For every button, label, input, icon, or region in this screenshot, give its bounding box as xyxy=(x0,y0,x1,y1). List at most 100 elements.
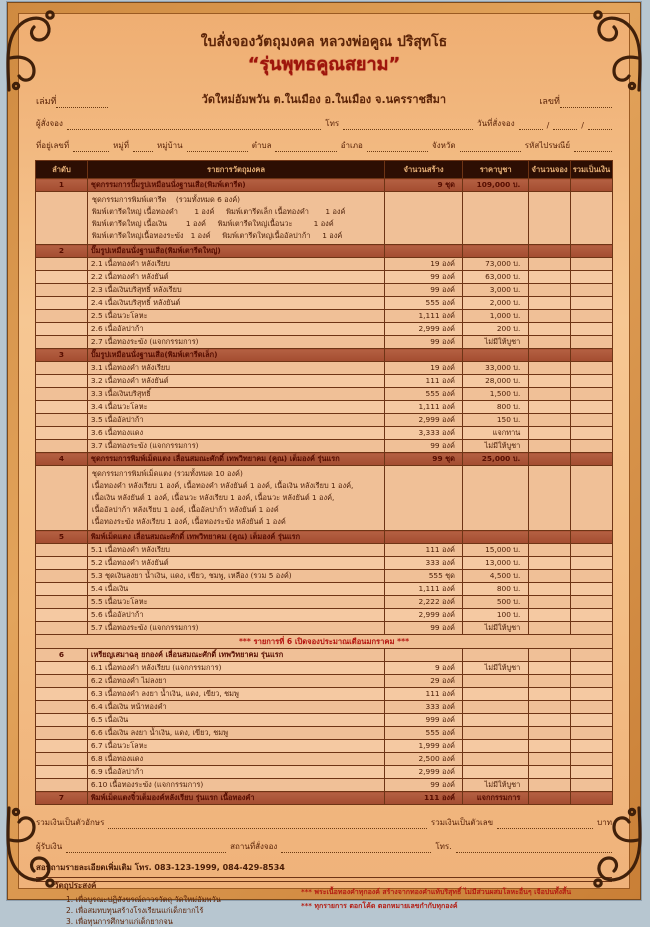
table-cell: 9 องค์ xyxy=(384,661,463,675)
table-cell: 1,500 บ. xyxy=(461,387,530,401)
doc-no-label: เลขที่ xyxy=(539,97,560,107)
form-page: ใบสั่งจองวัตถุมงคล หลวงพ่อคูณ ปริสุทโธ “… xyxy=(6,2,642,926)
table-cell: ชุดกรรมการปั๊มรูปเหมือนนั่งฐานเสือ(พิมพ์… xyxy=(86,178,386,192)
table-cell xyxy=(35,569,88,583)
table-cell: 500 บ. xyxy=(461,595,530,609)
address-no-field xyxy=(73,142,110,152)
table-cell xyxy=(384,244,463,258)
purpose-item: 1. เพื่อบูรณะปฏิสังขรณ์ถาวรวัตถุ วัดใหม่… xyxy=(66,895,221,904)
table-cell: 5.1 เนื้อทองคำ หลังเรียบ xyxy=(86,543,386,557)
table-cell: 3,333 องค์ xyxy=(384,426,463,440)
table-cell xyxy=(35,374,88,388)
table-cell: 19 องค์ xyxy=(384,257,463,271)
table-cell xyxy=(528,296,571,310)
detail-line: พิมพ์เตารีดใหญ่ เนื้อทองคำ 1 องค์ พิมพ์เ… xyxy=(91,207,346,216)
table-cell xyxy=(569,439,614,453)
order-table: ลำดับ รายการวัตถุมงคล จำนวนสร้าง ราคาบูชา จำ… xyxy=(35,160,614,805)
table-cell xyxy=(569,283,614,297)
table-cell: ไม่มีให้บูชา xyxy=(461,335,530,349)
table-cell xyxy=(528,543,571,557)
item-row: 5.1 เนื้อทองคำ หลังเรียบ 111 องค์ 15,000 บ… xyxy=(35,543,614,557)
total-num-field xyxy=(497,819,594,829)
detail-row: ชุดกรรมการพิมพ์เตารีด (รวมทั้งหมด 6 องค์… xyxy=(35,191,614,245)
table-cell xyxy=(461,765,530,779)
village-label: หมู่บ้าน xyxy=(156,141,183,150)
district-label: อำเภอ xyxy=(340,141,363,150)
table-cell: 800 บ. xyxy=(461,582,530,596)
column-header: จำนวนสร้าง xyxy=(384,160,463,179)
table-cell xyxy=(569,621,614,635)
table-cell xyxy=(35,621,88,635)
table-cell xyxy=(35,283,88,297)
table-cell xyxy=(569,309,614,323)
section-row: 3 ปั๊มรูปเหมือนนั่งฐานเสือ(พิมพ์เตารีดเล็… xyxy=(35,348,614,362)
item-row: 2.4 เนื้อเงินบริสุทธิ์ หลังยันต์ 555 องค์… xyxy=(35,296,614,310)
table-cell xyxy=(384,648,463,662)
doc-no-field xyxy=(560,98,612,108)
table-cell xyxy=(461,726,530,740)
table-cell: พิมพ์เม็ดแตง เลื่อนสมณะศักดิ์ เทพวิทยาคม… xyxy=(86,530,386,544)
table-cell xyxy=(528,726,571,740)
table-cell xyxy=(461,674,530,688)
item-row: 3.5 เนื้ออัลปาก้า 2,999 องค์ 150 บ. xyxy=(35,413,614,427)
table-cell xyxy=(569,244,614,258)
table-cell xyxy=(569,778,614,792)
table-cell xyxy=(461,465,530,531)
item-row: 2.3 เนื้อเงินบริสุทธิ์ หลังเรียบ 99 องค์ 3… xyxy=(35,283,614,297)
table-cell xyxy=(569,608,614,622)
detail-line: เนื้ออัลปาก้า หลังเรียบ 1 องค์, เนื้ออัล… xyxy=(91,505,279,514)
item-row: 2.7 เนื้อทองระฆัง (แจกกรรมการ) 99 องค์ ไม่… xyxy=(35,335,614,349)
table-cell: 111 องค์ xyxy=(384,543,463,557)
red-note: *** พระเนื้อทองคำทุกองค์ สร้างจากทองคำแท… xyxy=(300,888,572,896)
bottom-divider xyxy=(36,877,612,882)
table-cell xyxy=(528,752,571,766)
item-row: 2.2 เนื้อทองคำ หลังยันต์ 99 องค์ 63,000 บ. xyxy=(35,270,614,284)
table-cell xyxy=(35,726,88,740)
table-cell xyxy=(569,556,614,570)
table-cell: 2.4 เนื้อเงินบริสุทธิ์ หลังยันต์ xyxy=(86,296,386,310)
table-cell xyxy=(528,465,571,531)
table-cell xyxy=(35,191,88,245)
phone-field xyxy=(343,120,474,130)
address-row: ที่อยู่เลขที่ หมู่ที่ หมู่บ้าน ตำบล อำเภ… xyxy=(36,139,613,152)
table-cell: 2,000 บ. xyxy=(461,296,530,310)
table-cell xyxy=(528,400,571,414)
table-cell: 555 องค์ xyxy=(384,296,463,310)
table-cell: ไม่มีให้บูชา xyxy=(461,778,530,792)
table-cell xyxy=(528,778,571,792)
table-cell xyxy=(569,348,614,362)
table-cell: 6.3 เนื้อทองคำ ลงยา น้ำเงิน, แดง, เขียว,… xyxy=(86,687,386,701)
table-cell xyxy=(35,426,88,440)
table-cell: 3,000 บ. xyxy=(461,283,530,297)
table-cell: 6.1 เนื้อทองคำ หลังเรียบ (แจกกรรมการ) xyxy=(86,661,386,675)
table-cell: 3.2 เนื้อทองคำ หลังยันต์ xyxy=(86,374,386,388)
table-cell: 6.6 เนื้อเงิน ลงยา น้ำเงิน, แดง, เขียว, … xyxy=(86,726,386,740)
table-cell: ปั๊มรูปเหมือนนั่งฐานเสือ(พิมพ์เตารีดเล็ก… xyxy=(86,348,386,362)
receiver-field xyxy=(66,843,227,853)
table-cell xyxy=(528,439,571,453)
table-cell xyxy=(35,700,88,714)
item-row: 3.6 เนื้อทองแดง 3,333 องค์ แจกทาน xyxy=(35,426,614,440)
table-cell xyxy=(569,595,614,609)
table-cell xyxy=(569,674,614,688)
table-cell xyxy=(569,178,614,192)
table-cell xyxy=(569,569,614,583)
table-cell xyxy=(35,739,88,753)
table-cell: 3.7 เนื้อทองระฆัง (แจกกรรมการ) xyxy=(86,439,386,453)
table-cell: 2.7 เนื้อทองระฆัง (แจกกรรมการ) xyxy=(86,335,386,349)
item-row: 5.6 เนื้ออัลปาก้า 2,999 องค์ 100 บ. xyxy=(35,608,614,622)
table-cell: 333 องค์ xyxy=(384,700,463,714)
table-cell xyxy=(35,439,88,453)
table-cell: 2 xyxy=(35,244,88,258)
table-cell xyxy=(569,335,614,349)
table-cell xyxy=(384,465,463,531)
table-cell xyxy=(35,778,88,792)
detail-cell: ชุดกรรมการพิมพ์เม็ดแตง (รวมทั้งหมด 10 อง… xyxy=(86,465,386,531)
table-cell: 2,999 องค์ xyxy=(384,413,463,427)
table-cell: 13,000 บ. xyxy=(461,556,530,570)
item-row: 3.7 เนื้อทองระฆัง (แจกกรรมการ) 99 องค์ ไม่… xyxy=(35,439,614,453)
table-cell xyxy=(569,452,614,466)
orderer-label: ผู้สั่งจอง xyxy=(36,119,63,128)
table-cell xyxy=(461,700,530,714)
item-row: 6.2 เนื้อทองคำ ไม่ลงยา 29 องค์ xyxy=(35,674,614,688)
